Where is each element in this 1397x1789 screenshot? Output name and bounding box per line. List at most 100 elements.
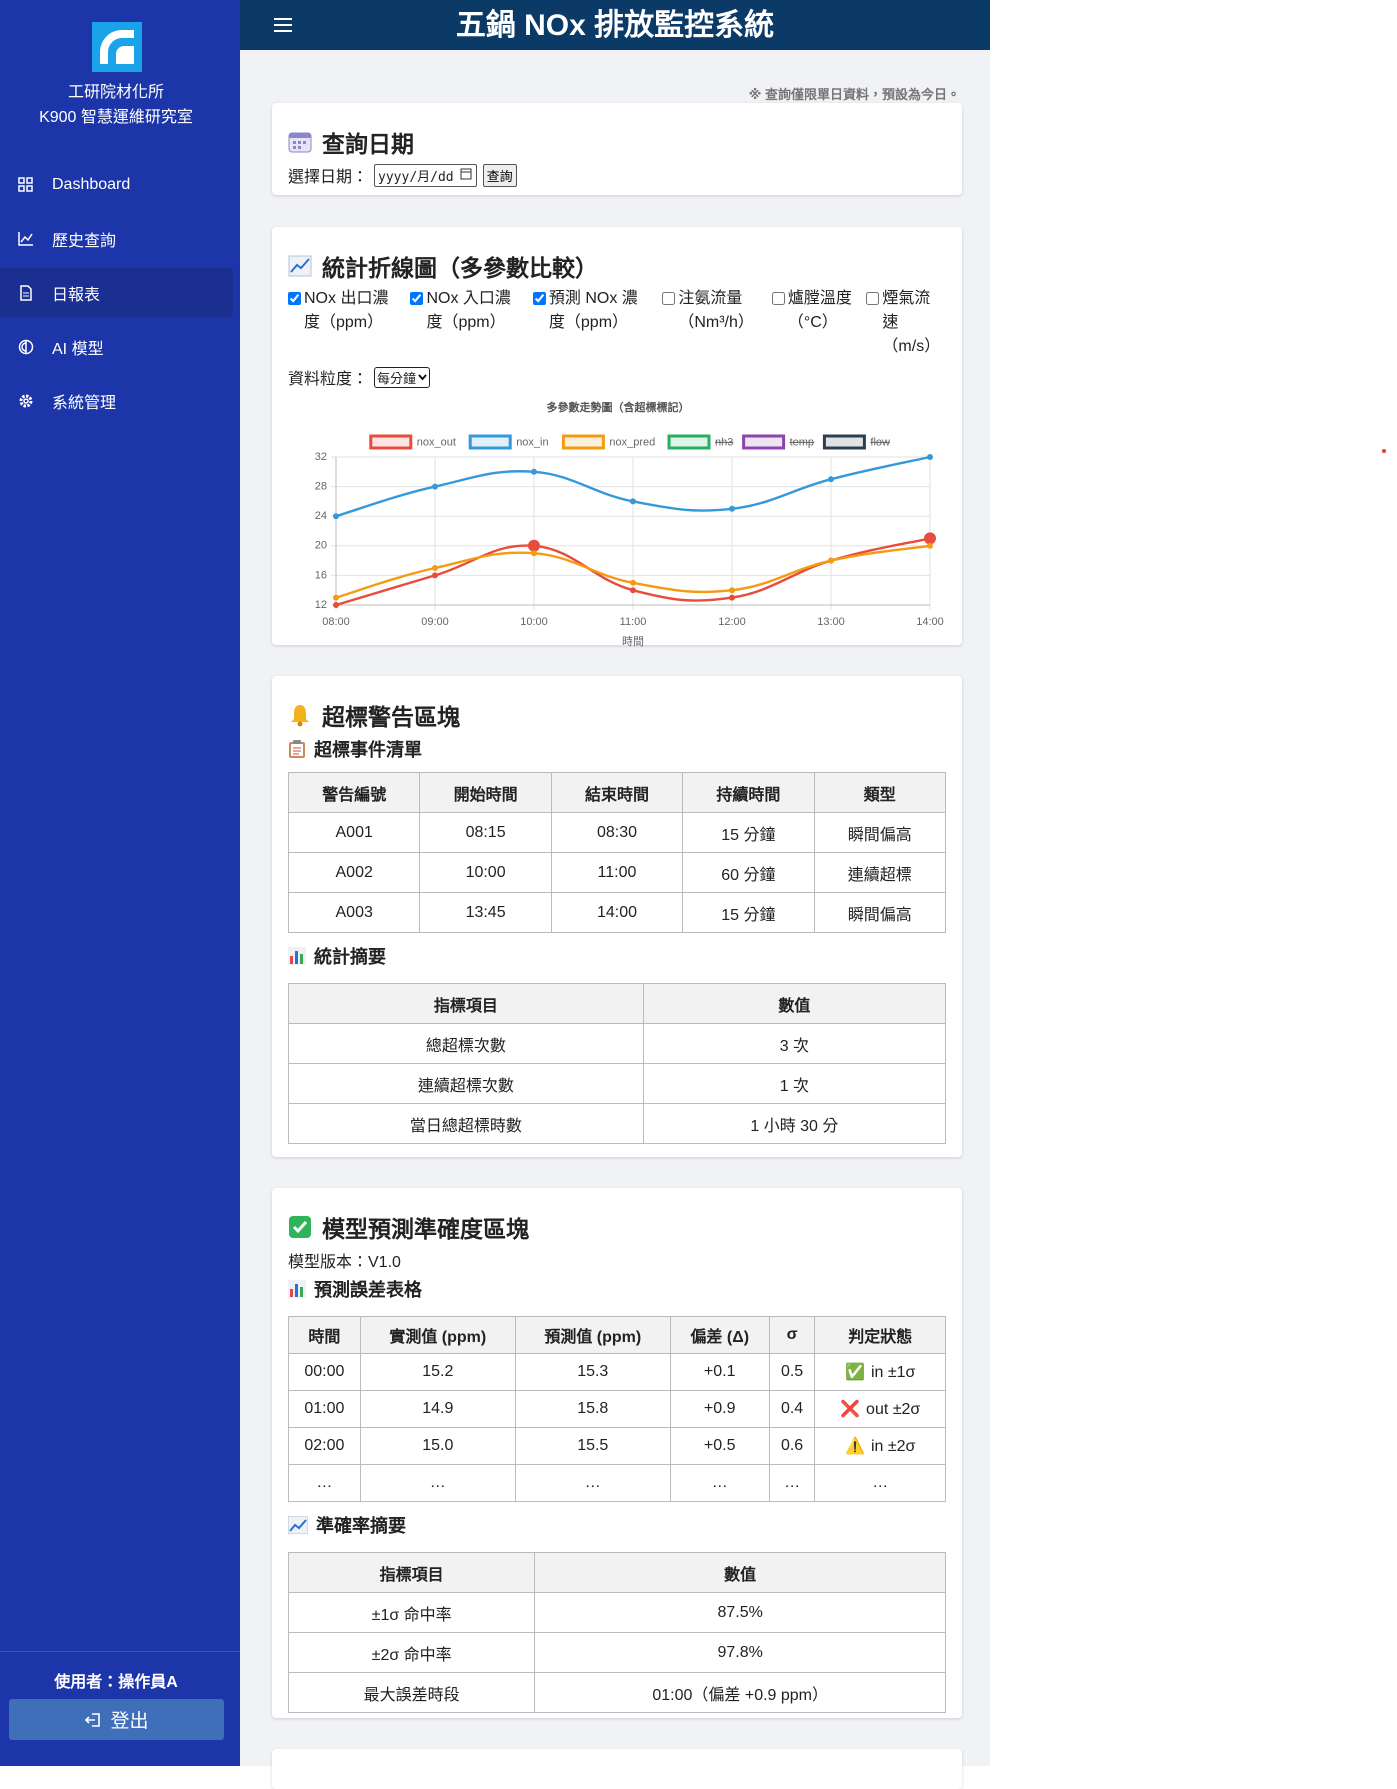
nav-icon — [18, 176, 33, 192]
title-text: 查詢日期 — [322, 131, 414, 157]
next-card — [272, 1749, 962, 1789]
header-row: 指標項目 數值 — [287, 1552, 946, 1593]
menu-icon[interactable] — [274, 17, 292, 33]
option-label: NOx 入口濃度（ppm） — [426, 290, 511, 331]
bell-icon — [291, 705, 309, 727]
table-cell: 15.8 — [514, 1390, 671, 1428]
user: 使用者：操作員A — [54, 1674, 178, 1691]
legend-label: nox_pred — [609, 436, 655, 448]
table-row: ……………… — [288, 1464, 946, 1502]
nav-item[interactable]: Dashboard — [0, 160, 233, 209]
point — [828, 476, 834, 483]
table-cell: 00:00 — [288, 1353, 361, 1391]
checkbox[interactable] — [410, 292, 424, 305]
logo — [92, 22, 142, 72]
table-row: A002 10:00 11:00 60 分鐘 連續超標 — [287, 852, 947, 893]
nav-label: 系統管理 — [52, 394, 117, 412]
exceed-point — [528, 539, 540, 552]
header-cell: 類型 — [813, 772, 947, 813]
checkbox[interactable] — [771, 292, 785, 305]
nav-item[interactable]: 系統管理 — [0, 376, 233, 425]
x-axis-label: 時間 — [622, 635, 644, 648]
point — [630, 579, 636, 586]
table-cell: 01:00（偏差 +0.9 ppm） — [534, 1672, 946, 1713]
checkbox[interactable] — [288, 292, 301, 305]
legend-label: nh3 — [715, 436, 733, 448]
header-cell: 結束時間 — [550, 772, 684, 813]
status-cell: ⚠️ in ±2σ — [814, 1427, 946, 1465]
alert-card: 超標警告區塊 超標事件清單 警告編號 開始時間 結束時間 持續時間 類型 A001 08:1… — [272, 676, 962, 1157]
header-cell: 指標項目 — [288, 983, 644, 1024]
option-label: NOx 出口濃度（ppm） — [304, 290, 389, 331]
header-cell: 指標項目 — [287, 1552, 536, 1593]
cursor-dot — [1382, 449, 1386, 453]
checkbox[interactable] — [662, 292, 676, 305]
table-cell: 0.5 — [768, 1353, 816, 1391]
nav-label: AI 模型 — [52, 340, 104, 358]
page-title: 五鍋 NOx 排放監控系統 — [455, 9, 775, 42]
series-options: NOx 出口濃度（ppm） NOx 入口濃度（ppm） 預測 NOx 濃度（ppm）… — [288, 287, 946, 359]
table-cell: ±1σ 命中率 — [287, 1592, 536, 1633]
nav-item[interactable]: 歷史查詢 — [0, 214, 233, 263]
granularity-select[interactable]: 每分鐘 — [374, 366, 431, 388]
logout-button[interactable]: 登出 — [9, 1699, 224, 1740]
date-row: 選擇日期： yyyy/月/dd 查詢 — [288, 163, 946, 187]
table-cell: 總超標次數 — [288, 1023, 644, 1064]
point — [729, 505, 735, 512]
header: 五鍋 NOx 排放監控系統 — [240, 0, 990, 50]
table-row: 連續超標次數 1 次 — [288, 1063, 947, 1104]
table-cell: 08:30 — [550, 812, 684, 853]
table-cell: 瞬間偏高 — [813, 812, 947, 853]
header-row: 警告編號 開始時間 結束時間 持續時間 類型 — [287, 772, 947, 813]
point — [927, 454, 933, 460]
sidebar: 工研院材化所 K900 智慧運維研究室 Dashboard 歷史查詢 日報表 AI 模型… — [0, 0, 240, 1766]
option-label: 煙氣流速（m/s） — [882, 290, 941, 355]
separator — [0, 1651, 240, 1652]
series-option: 預測 NOx 濃度（ppm） — [532, 287, 649, 359]
checkbox[interactable] — [532, 292, 546, 305]
point — [333, 602, 339, 608]
table-cell: 02:00 — [288, 1427, 361, 1465]
chart-icon — [288, 1516, 308, 1534]
header-cell: 警告編號 — [287, 772, 421, 813]
y-tick-label: 12 — [315, 599, 327, 611]
date-input[interactable]: yyyy/月/dd — [374, 163, 477, 187]
exceed-point — [924, 532, 936, 545]
nav-icon — [18, 339, 34, 354]
logout-label: 登出 — [110, 1711, 149, 1732]
table-cell: … — [814, 1464, 946, 1502]
table-cell: 連續超標次數 — [288, 1063, 644, 1104]
checkbox[interactable] — [866, 292, 880, 305]
x-tick-label: 09:00 — [421, 616, 449, 628]
table-cell: 14:00 — [550, 892, 684, 933]
query-button[interactable]: 查詢 — [482, 163, 517, 187]
y-tick-label: 24 — [315, 510, 327, 522]
errors-table: 時間 實測值 (ppm) 預測值 (ppm) 偏差 (Δ) σ 判定狀態 00:00 15.2… — [288, 1316, 946, 1502]
legend-swatch — [468, 434, 512, 450]
bar-icon — [288, 1280, 306, 1298]
table-row: 最大誤差時段 01:00（偏差 +0.9 ppm） — [287, 1672, 946, 1713]
table-cell: 01:00 — [288, 1390, 361, 1428]
nav-item[interactable]: 日報表 — [0, 268, 233, 317]
granularity-row: 資料粒度： 每分鐘 — [288, 365, 946, 389]
y-tick-label: 20 — [315, 540, 327, 552]
nav-item[interactable]: AI 模型 — [0, 322, 233, 371]
option-label: 預測 NOx 濃度（ppm） — [548, 290, 638, 331]
table-cell: 瞬間偏高 — [813, 892, 947, 933]
header-row: 指標項目 數值 — [288, 983, 947, 1024]
table-cell: +0.5 — [669, 1427, 770, 1465]
table-cell: 3 次 — [642, 1023, 947, 1064]
point — [432, 565, 438, 571]
table-cell: 08:15 — [419, 812, 552, 853]
option-label: 爐膛溫度（°C） — [787, 290, 852, 331]
series-option: NOx 出口濃度（ppm） — [288, 287, 397, 359]
legend-swatch — [369, 434, 413, 450]
legend-label: temp — [790, 436, 814, 448]
table-cell: 15.2 — [359, 1353, 516, 1391]
table-cell: 0.6 — [768, 1427, 816, 1465]
legend-swatch — [742, 434, 786, 450]
table-row: 當日總超標時數 1 小時 30 分 — [288, 1103, 947, 1144]
series-option: 爐膛溫度（°C） — [771, 287, 854, 359]
table-cell: +0.1 — [669, 1353, 770, 1391]
table-cell: 最大誤差時段 — [287, 1672, 536, 1713]
